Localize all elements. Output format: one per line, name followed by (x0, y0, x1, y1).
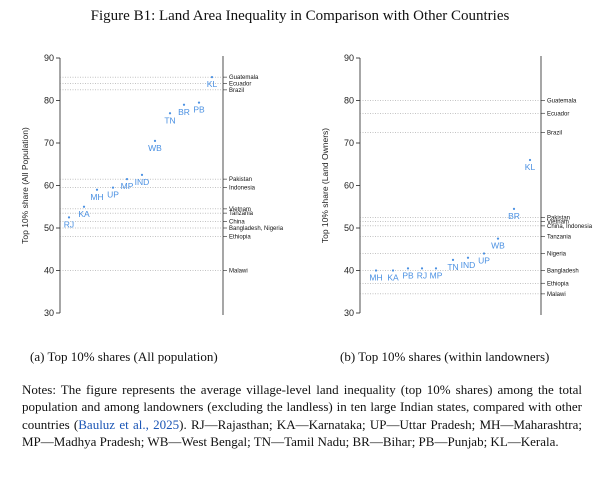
y-tick-label: 40 (44, 266, 54, 276)
figure-notes: Notes: The figure represents the average… (22, 381, 582, 450)
y-tick-label: 80 (44, 96, 54, 106)
y-tick-label: 50 (44, 223, 54, 233)
data-point-label: WB (148, 143, 162, 153)
y-axis-title: Top 10% share (All Population) (20, 127, 30, 244)
data-point-label: TN (164, 115, 175, 125)
data-point (374, 269, 378, 272)
data-point-label: MH (369, 273, 382, 283)
chart-panel-a: 30 40 50 60 70 80 90 Top 10% share (All Populat… (20, 53, 284, 318)
reference-label: Ethiopia (229, 235, 251, 241)
y-tick-label: 70 (44, 138, 54, 148)
data-point (210, 76, 214, 79)
reference-label: Bangladesh (547, 269, 579, 275)
reference-label: Guatemala (229, 75, 259, 81)
data-point-label: BR (178, 107, 190, 117)
data-point-label: UP (107, 190, 119, 200)
data-point-label: KL (525, 162, 536, 172)
data-point-label: MH (90, 192, 103, 202)
reference-label: Pakistan (229, 177, 252, 183)
data-point-label: IND (135, 177, 150, 187)
data-point (140, 173, 144, 176)
data-point-label: RJ (417, 270, 427, 280)
data-point (434, 267, 438, 270)
data-point-label: KA (78, 209, 90, 219)
y-tick-label: 90 (44, 53, 54, 63)
y-tick-label: 60 (44, 181, 54, 191)
caption-panel-a: (a) Top 10% shares (All population) (30, 349, 218, 364)
data-point (466, 256, 470, 259)
reference-label: Guatemala (547, 99, 577, 105)
reference-label: Malawi (229, 269, 248, 275)
data-point-label: UP (478, 256, 490, 266)
y-tick-label: 90 (344, 53, 354, 63)
data-point (391, 269, 395, 272)
reference-label: Pakistan (547, 215, 570, 221)
data-point-label: PB (402, 270, 414, 280)
y-tick-label: 30 (44, 308, 54, 318)
chart-panel-b: 30 40 50 60 70 80 90 Top 10% share (Land Owners… (320, 53, 593, 318)
reference-label: Malawi (547, 292, 566, 298)
data-point (420, 267, 424, 270)
reference-label: Indonesia (229, 186, 256, 192)
data-point (153, 139, 157, 142)
citation-link[interactable]: Bauluz et al., 2025 (78, 416, 180, 432)
reference-label: Ethiopia (547, 281, 569, 287)
data-point (82, 205, 86, 208)
caption-panel-b: (b) Top 10% shares (within landowners) (340, 349, 550, 364)
data-point-label: BR (508, 211, 520, 221)
data-point (512, 207, 516, 210)
data-point (406, 267, 410, 270)
y-tick-label: 50 (344, 223, 354, 233)
data-point (125, 178, 129, 181)
reference-label: Ecuador (547, 111, 569, 117)
reference-label: Bangladesh, Nigeria (229, 226, 284, 232)
data-point (182, 103, 186, 106)
data-point (67, 216, 71, 219)
reference-label: Tanzania (547, 235, 572, 241)
reference-label: Brazil (547, 130, 562, 136)
reference-label: China, Indonesia (547, 224, 593, 230)
y-tick-label: 60 (344, 181, 354, 191)
y-axis-title: Top 10% share (Land Owners) (320, 128, 330, 243)
data-point (95, 188, 99, 191)
data-point (482, 252, 486, 255)
data-point (528, 158, 532, 162)
data-point-label: IND (461, 260, 476, 270)
notes-prefix: Notes: The figure represents the average… (22, 382, 582, 432)
notes-suffix: ). RJ—Rajasthan; KA—Karnataka; UP—Uttar … (22, 416, 583, 449)
data-point (168, 112, 172, 115)
data-point (111, 186, 115, 189)
data-point-label: PB (193, 105, 205, 115)
y-tick-label: 80 (344, 96, 354, 106)
data-point-label: KA (387, 273, 399, 283)
data-point-label: MP (121, 181, 134, 191)
y-tick-label: 40 (344, 266, 354, 276)
y-tick-label: 30 (344, 308, 354, 318)
reference-label: Ecuador (229, 82, 251, 88)
data-point-label: WB (491, 241, 505, 251)
data-point (197, 101, 201, 104)
y-tick-label: 70 (344, 138, 354, 148)
reference-label: Brazil (229, 88, 244, 94)
figure-title: Figure B1: Land Area Inequality in Compa… (90, 8, 510, 24)
reference-label: Vietnam (547, 220, 569, 226)
data-point (451, 258, 455, 261)
reference-label: China (229, 220, 245, 226)
data-point-label: MP (430, 270, 443, 280)
data-point-label: KL (207, 79, 218, 89)
data-point (496, 237, 500, 240)
data-point-label: RJ (64, 219, 74, 229)
data-point-label: TN (447, 262, 458, 272)
reference-label: Tanzania (229, 211, 254, 217)
reference-label: Vietnam (229, 207, 251, 213)
reference-label: Nigeria (547, 252, 567, 258)
